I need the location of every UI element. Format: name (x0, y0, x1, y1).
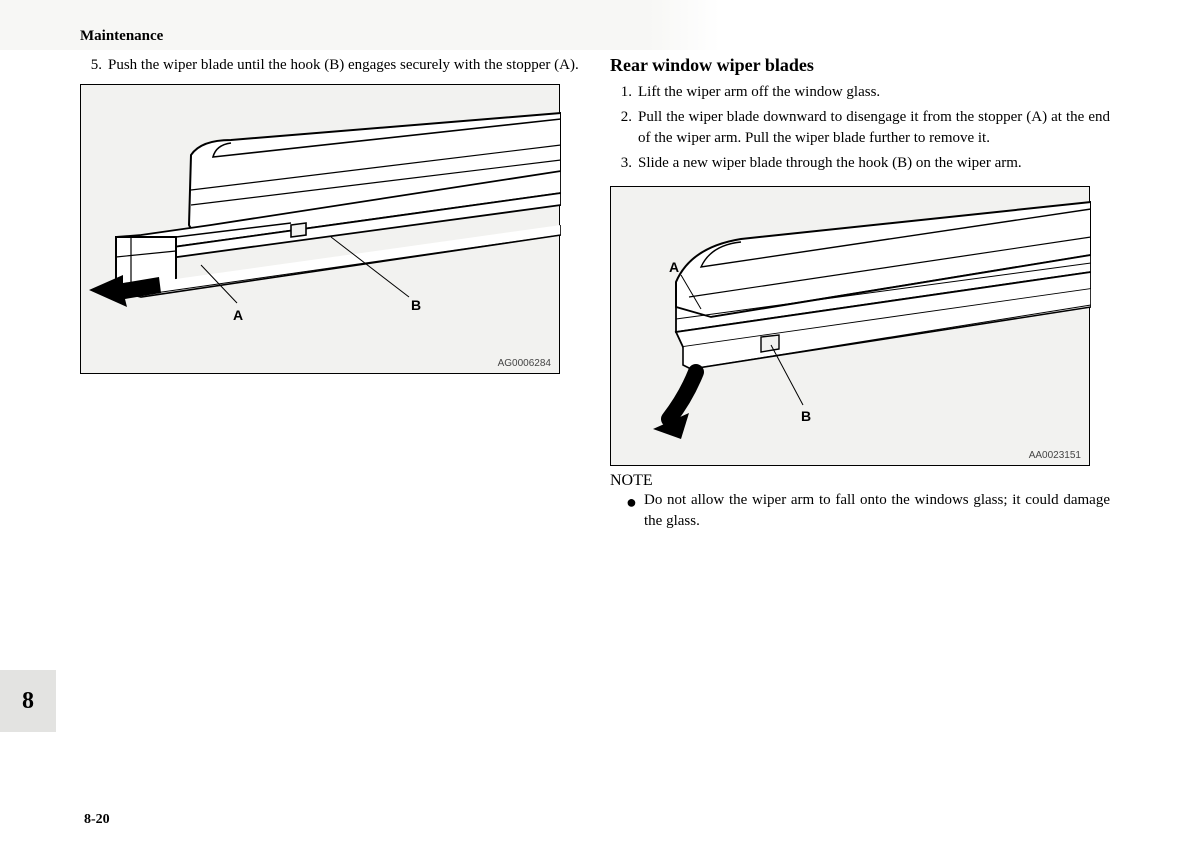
instruction-text: Slide a new wiper blade through the hook… (638, 153, 1110, 174)
section-header: Maintenance (80, 28, 1120, 45)
wiper-diagram-right: A B (611, 187, 1091, 467)
note-text: Do not allow the wiper arm to fall onto … (644, 490, 1110, 532)
left-column: 5. Push the wiper blade until the hook (… (80, 55, 580, 532)
instruction-num: 5. (80, 55, 108, 76)
note-item: ● Do not allow the wiper arm to fall ont… (610, 490, 1110, 532)
page-number: 8-20 (84, 812, 110, 828)
page-content: Maintenance 5. Push the wiper blade unti… (0, 0, 1200, 532)
instruction-num: 2. (610, 107, 638, 149)
instruction-2: 2. Pull the wiper blade downward to dise… (610, 107, 1110, 149)
figure-left: A B AG0006284 (80, 84, 560, 374)
label-a: A (669, 259, 679, 275)
instruction-num: 3. (610, 153, 638, 174)
instruction-num: 1. (610, 82, 638, 103)
bullet-icon: ● (626, 490, 644, 532)
label-a: A (233, 307, 243, 323)
instruction-text: Push the wiper blade until the hook (B) … (108, 55, 580, 76)
note-label: NOTE (610, 472, 1110, 490)
columns: 5. Push the wiper blade until the hook (… (80, 55, 1120, 532)
figure-id-left: AG0006284 (498, 358, 551, 369)
instruction-text: Pull the wiper blade downward to disenga… (638, 107, 1110, 149)
instruction-3: 3. Slide a new wiper blade through the h… (610, 153, 1110, 174)
subsection-title: Rear window wiper blades (610, 55, 1110, 76)
label-b: B (411, 297, 421, 313)
chapter-tab: 8 (0, 670, 56, 732)
arrow-down-icon (653, 372, 696, 439)
figure-right: A B AA0023151 (610, 186, 1090, 466)
wiper-diagram-left: A B (81, 85, 561, 375)
instruction-text: Lift the wiper arm off the window glass. (638, 82, 1110, 103)
label-b: B (801, 408, 811, 424)
instruction-5: 5. Push the wiper blade until the hook (… (80, 55, 580, 76)
right-column: Rear window wiper blades 1. Lift the wip… (610, 55, 1110, 532)
figure-id-right: AA0023151 (1029, 450, 1081, 461)
instruction-1: 1. Lift the wiper arm off the window gla… (610, 82, 1110, 103)
